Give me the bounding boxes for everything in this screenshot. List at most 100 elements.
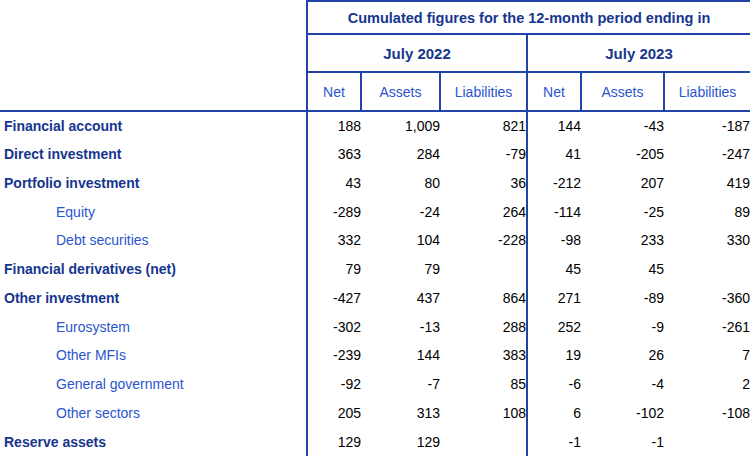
value-cell: 41 bbox=[527, 140, 581, 169]
value-cell: -7 bbox=[361, 370, 440, 399]
table-row: General government-92-785-6-42 bbox=[0, 370, 750, 399]
value-cell: -212 bbox=[527, 169, 581, 198]
row-label: Direct investment bbox=[0, 140, 307, 169]
value-cell: 79 bbox=[361, 255, 440, 284]
value-cell: -108 bbox=[664, 399, 750, 428]
row-label: Financial derivatives (net) bbox=[0, 255, 307, 284]
value-cell: 7 bbox=[664, 341, 750, 370]
value-cell: 6 bbox=[527, 399, 581, 428]
value-cell: -102 bbox=[581, 399, 664, 428]
value-cell: -302 bbox=[307, 312, 361, 341]
table-title: Cumulated figures for the 12-month perio… bbox=[307, 1, 750, 34]
value-cell: 363 bbox=[307, 140, 361, 169]
table-row: Financial derivatives (net)79794545 bbox=[0, 255, 750, 284]
value-cell bbox=[440, 255, 527, 284]
value-cell: 864 bbox=[440, 284, 527, 313]
corner-spacer bbox=[0, 1, 307, 34]
table-row: Debt securities332104-228-98233330 bbox=[0, 226, 750, 255]
value-cell: 313 bbox=[361, 399, 440, 428]
value-cell: 233 bbox=[581, 226, 664, 255]
value-cell: 129 bbox=[361, 427, 440, 456]
value-cell: 19 bbox=[527, 341, 581, 370]
value-cell: 437 bbox=[361, 284, 440, 313]
value-cell: 104 bbox=[361, 226, 440, 255]
value-cell: -13 bbox=[361, 312, 440, 341]
table-header: Cumulated figures for the 12-month perio… bbox=[0, 1, 750, 111]
value-cell: 188 bbox=[307, 111, 361, 140]
value-cell bbox=[440, 427, 527, 456]
statistics-table-page: Cumulated figures for the 12-month perio… bbox=[0, 0, 750, 456]
table-body: Financial account1881,009821144-43-187Di… bbox=[0, 111, 750, 456]
value-cell: -114 bbox=[527, 197, 581, 226]
value-cell: 821 bbox=[440, 111, 527, 140]
table-row: Equity-289-24264-114-2589 bbox=[0, 197, 750, 226]
value-cell: 144 bbox=[361, 341, 440, 370]
table-row: Other investment-427437864271-89-360 bbox=[0, 284, 750, 313]
row-label: General government bbox=[0, 370, 307, 399]
value-cell: 332 bbox=[307, 226, 361, 255]
row-label: Reserve assets bbox=[0, 427, 307, 456]
row-label: Financial account bbox=[0, 111, 307, 140]
period-row: July 2022 July 2023 bbox=[0, 34, 750, 72]
value-cell: 108 bbox=[440, 399, 527, 428]
value-cell: 288 bbox=[440, 312, 527, 341]
value-cell: 284 bbox=[361, 140, 440, 169]
col-net-2022: Net bbox=[307, 72, 361, 111]
corner-spacer bbox=[0, 34, 307, 72]
value-cell: -427 bbox=[307, 284, 361, 313]
value-cell: -1 bbox=[527, 427, 581, 456]
value-cell: -24 bbox=[361, 197, 440, 226]
row-label: Equity bbox=[0, 197, 307, 226]
value-cell: 1,009 bbox=[361, 111, 440, 140]
value-cell: -261 bbox=[664, 312, 750, 341]
row-label: Other MFIs bbox=[0, 341, 307, 370]
value-cell bbox=[664, 255, 750, 284]
table-row: Direct investment363284-7941-205-247 bbox=[0, 140, 750, 169]
value-cell: -205 bbox=[581, 140, 664, 169]
value-cell: 129 bbox=[307, 427, 361, 456]
row-label: Other sectors bbox=[0, 399, 307, 428]
table-row: Other MFIs-23914438319267 bbox=[0, 341, 750, 370]
col-liabilities-2023: Liabilities bbox=[664, 72, 750, 111]
value-cell: 36 bbox=[440, 169, 527, 198]
value-cell: 45 bbox=[527, 255, 581, 284]
value-cell: -89 bbox=[581, 284, 664, 313]
value-cell: -289 bbox=[307, 197, 361, 226]
value-cell: -187 bbox=[664, 111, 750, 140]
value-cell: 43 bbox=[307, 169, 361, 198]
value-cell: -25 bbox=[581, 197, 664, 226]
col-assets-2023: Assets bbox=[581, 72, 664, 111]
row-label: Portfolio investment bbox=[0, 169, 307, 198]
value-cell: -6 bbox=[527, 370, 581, 399]
value-cell: -247 bbox=[664, 140, 750, 169]
value-cell: 271 bbox=[527, 284, 581, 313]
value-cell: -9 bbox=[581, 312, 664, 341]
table-row: Other sectors2053131086-102-108 bbox=[0, 399, 750, 428]
value-cell: 207 bbox=[581, 169, 664, 198]
value-cell: -79 bbox=[440, 140, 527, 169]
row-label: Other investment bbox=[0, 284, 307, 313]
value-cell: -92 bbox=[307, 370, 361, 399]
value-cell: 45 bbox=[581, 255, 664, 284]
value-cell bbox=[664, 427, 750, 456]
value-cell: -239 bbox=[307, 341, 361, 370]
value-cell: 252 bbox=[527, 312, 581, 341]
measure-header-row: Net Assets Liabilities Net Assets Liabil… bbox=[0, 72, 750, 111]
row-label: Eurosystem bbox=[0, 312, 307, 341]
corner-spacer bbox=[0, 72, 307, 111]
value-cell: -98 bbox=[527, 226, 581, 255]
value-cell: 419 bbox=[664, 169, 750, 198]
period-july-2023: July 2023 bbox=[527, 34, 750, 72]
value-cell: -4 bbox=[581, 370, 664, 399]
value-cell: 264 bbox=[440, 197, 527, 226]
value-cell: 79 bbox=[307, 255, 361, 284]
table-row: Eurosystem-302-13288252-9-261 bbox=[0, 312, 750, 341]
value-cell: -1 bbox=[581, 427, 664, 456]
table-row: Financial account1881,009821144-43-187 bbox=[0, 111, 750, 140]
col-assets-2022: Assets bbox=[361, 72, 440, 111]
table-row: Portfolio investment438036-212207419 bbox=[0, 169, 750, 198]
value-cell: -228 bbox=[440, 226, 527, 255]
value-cell: 80 bbox=[361, 169, 440, 198]
value-cell: 89 bbox=[664, 197, 750, 226]
value-cell: 383 bbox=[440, 341, 527, 370]
